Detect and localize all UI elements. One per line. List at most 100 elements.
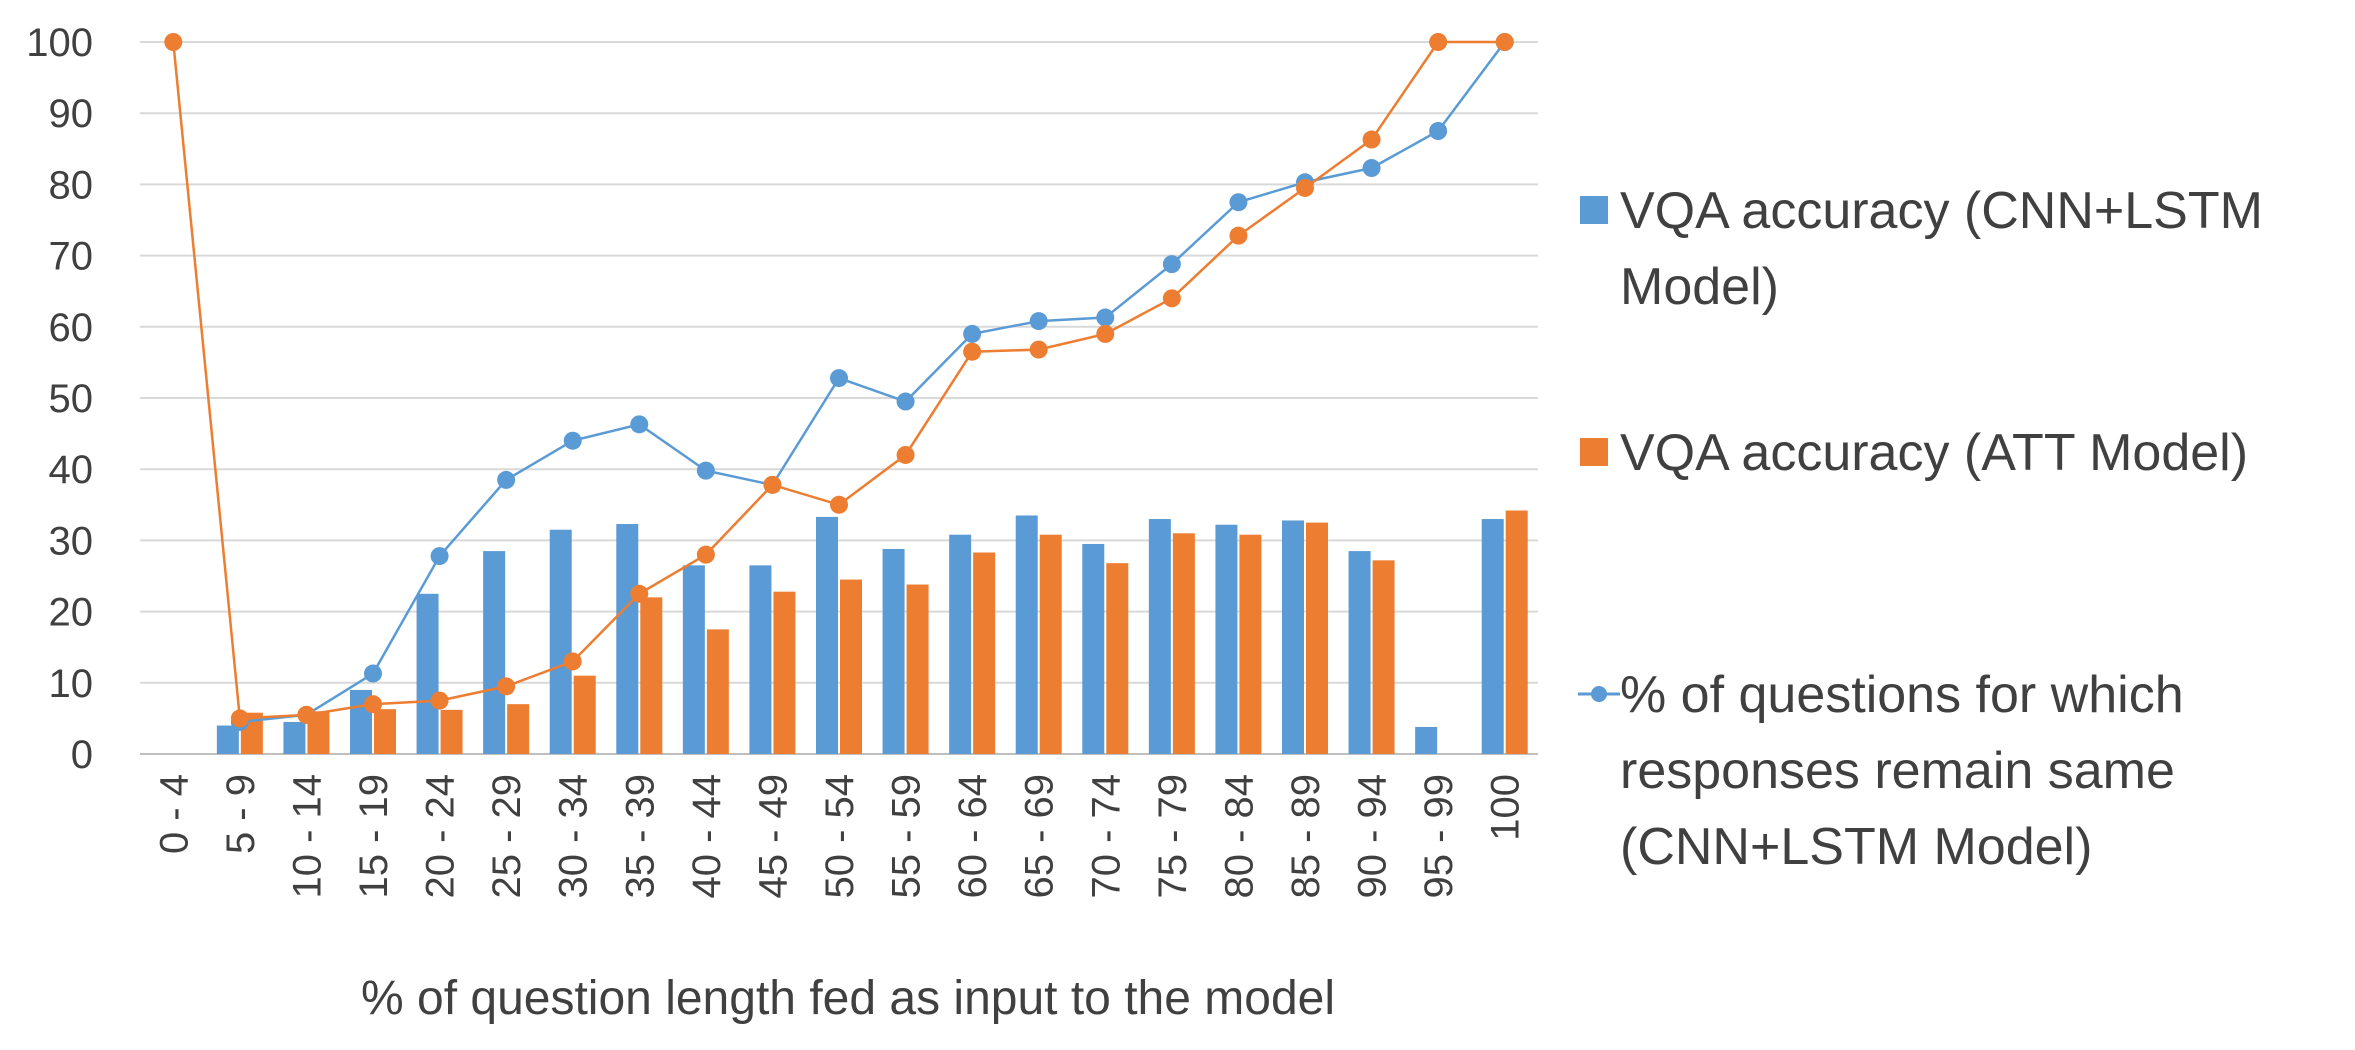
data-point: [164, 33, 183, 51]
y-tick-label: 0: [71, 733, 93, 777]
y-tick-label: 50: [49, 377, 94, 421]
data-point: [1162, 255, 1181, 274]
data-point: [497, 677, 516, 696]
data-point: [1495, 33, 1514, 51]
bar: [682, 565, 705, 754]
series-line: [239, 41, 1506, 724]
bar: [1148, 519, 1171, 754]
bar: [1306, 522, 1328, 754]
bar: [483, 551, 506, 754]
legend: VQA accuracy (CNN+LSTM Model) VQA accura…: [1578, 182, 2263, 876]
data-point: [297, 705, 316, 724]
data-point: [963, 324, 982, 343]
legend-label-line: Model): [1620, 258, 1779, 316]
data-point: [1362, 159, 1381, 178]
data-point: [230, 709, 249, 728]
bar: [1172, 533, 1195, 754]
data-point: [1029, 340, 1048, 359]
bar: [283, 721, 306, 754]
bar: [216, 725, 239, 754]
y-tick-label: 10: [49, 662, 94, 706]
legend-item-cnn-accuracy[interactable]: VQA accuracy (CNN+LSTM Model): [1580, 182, 2263, 316]
legend-label-line: (CNN+LSTM Model): [1620, 818, 2092, 876]
y-tick-label: 20: [49, 591, 94, 635]
legend-label-line: VQA accuracy (CNN+LSTM: [1620, 182, 2263, 240]
data-point: [830, 369, 848, 388]
x-tick-label: 95 - 99: [1417, 774, 1461, 899]
bar: [616, 524, 639, 754]
bar: [816, 516, 838, 754]
data-point: [1429, 33, 1448, 51]
y-tick-label: 70: [49, 235, 94, 279]
bar: [973, 552, 996, 754]
gridlines: [140, 41, 1538, 755]
legend-item-same-responses[interactable]: % of questions for which responses remai…: [1578, 666, 2184, 876]
y-tick-label: 100: [26, 21, 93, 65]
data-point: [963, 342, 982, 361]
bar: [640, 597, 663, 754]
bar: [307, 711, 330, 754]
data-point: [430, 691, 449, 710]
x-tick-label: 30 - 34: [552, 774, 596, 899]
bars: [216, 510, 1528, 754]
x-tick-label: 55 - 59: [885, 774, 929, 899]
x-tick-label: 60 - 64: [951, 774, 995, 899]
data-point: [896, 392, 915, 411]
x-tick-label: 0 - 4: [152, 774, 196, 854]
y-tick-label: 60: [49, 306, 94, 350]
bar: [1481, 519, 1504, 754]
x-tick-label: 40 - 44: [685, 774, 729, 899]
bar: [1372, 560, 1395, 754]
data-point: [696, 461, 715, 480]
bar: [1215, 524, 1238, 754]
bar: [416, 593, 439, 754]
data-point: [1229, 193, 1248, 212]
y-tick-label: 80: [49, 163, 94, 207]
y-tick-label: 30: [49, 519, 94, 563]
x-tick-label: 35 - 39: [618, 774, 662, 899]
x-axis-title: % of question length fed as input to the…: [361, 972, 1335, 1025]
data-point: [1162, 289, 1181, 308]
bar: [840, 579, 862, 754]
bar: [906, 584, 929, 754]
bar: [882, 548, 905, 754]
data-point: [1296, 178, 1314, 197]
x-tick-label: 20 - 24: [419, 774, 463, 899]
legend-swatch-att-accuracy: [1580, 438, 1608, 466]
bar: [573, 675, 596, 754]
y-tick-label: 90: [49, 92, 94, 136]
data-point: [1362, 130, 1381, 149]
series-lines: [164, 33, 1514, 731]
bar: [1348, 551, 1371, 754]
x-tick-label: 90 - 94: [1351, 774, 1395, 899]
bar: [440, 709, 463, 754]
legend-marker-same-responses: [1591, 686, 1607, 702]
data-point: [563, 431, 582, 450]
x-tick-label: 65 - 69: [1018, 774, 1062, 899]
data-point: [1429, 122, 1448, 140]
x-tick-label: 45 - 49: [751, 774, 795, 899]
legend-label-line: responses remain same: [1620, 742, 2175, 800]
bar: [773, 591, 796, 754]
x-tick-label: 10 - 14: [285, 774, 329, 899]
data-point: [430, 547, 449, 566]
y-axis-ticks: 0 10 20 30 40 50 60 70 80 90 100: [26, 21, 93, 777]
legend-item-att-accuracy[interactable]: VQA accuracy (ATT Model): [1580, 424, 2248, 482]
bar: [1015, 515, 1038, 754]
x-tick-label: 25 - 29: [485, 774, 529, 899]
x-tick-label: 80 - 84: [1217, 774, 1261, 899]
data-point: [696, 545, 715, 564]
data-point: [1096, 308, 1115, 327]
x-tick-label: 100: [1484, 774, 1528, 841]
data-point: [497, 470, 516, 489]
x-tick-label: 50 - 54: [818, 774, 862, 899]
legend-label-line: % of questions for which: [1620, 666, 2184, 724]
data-point: [896, 445, 915, 464]
data-point: [563, 652, 582, 671]
bar: [949, 534, 972, 754]
bar: [706, 629, 729, 754]
bar: [749, 565, 772, 754]
bar: [1106, 563, 1129, 754]
data-point: [364, 695, 382, 714]
x-tick-label: 75 - 79: [1151, 774, 1195, 899]
